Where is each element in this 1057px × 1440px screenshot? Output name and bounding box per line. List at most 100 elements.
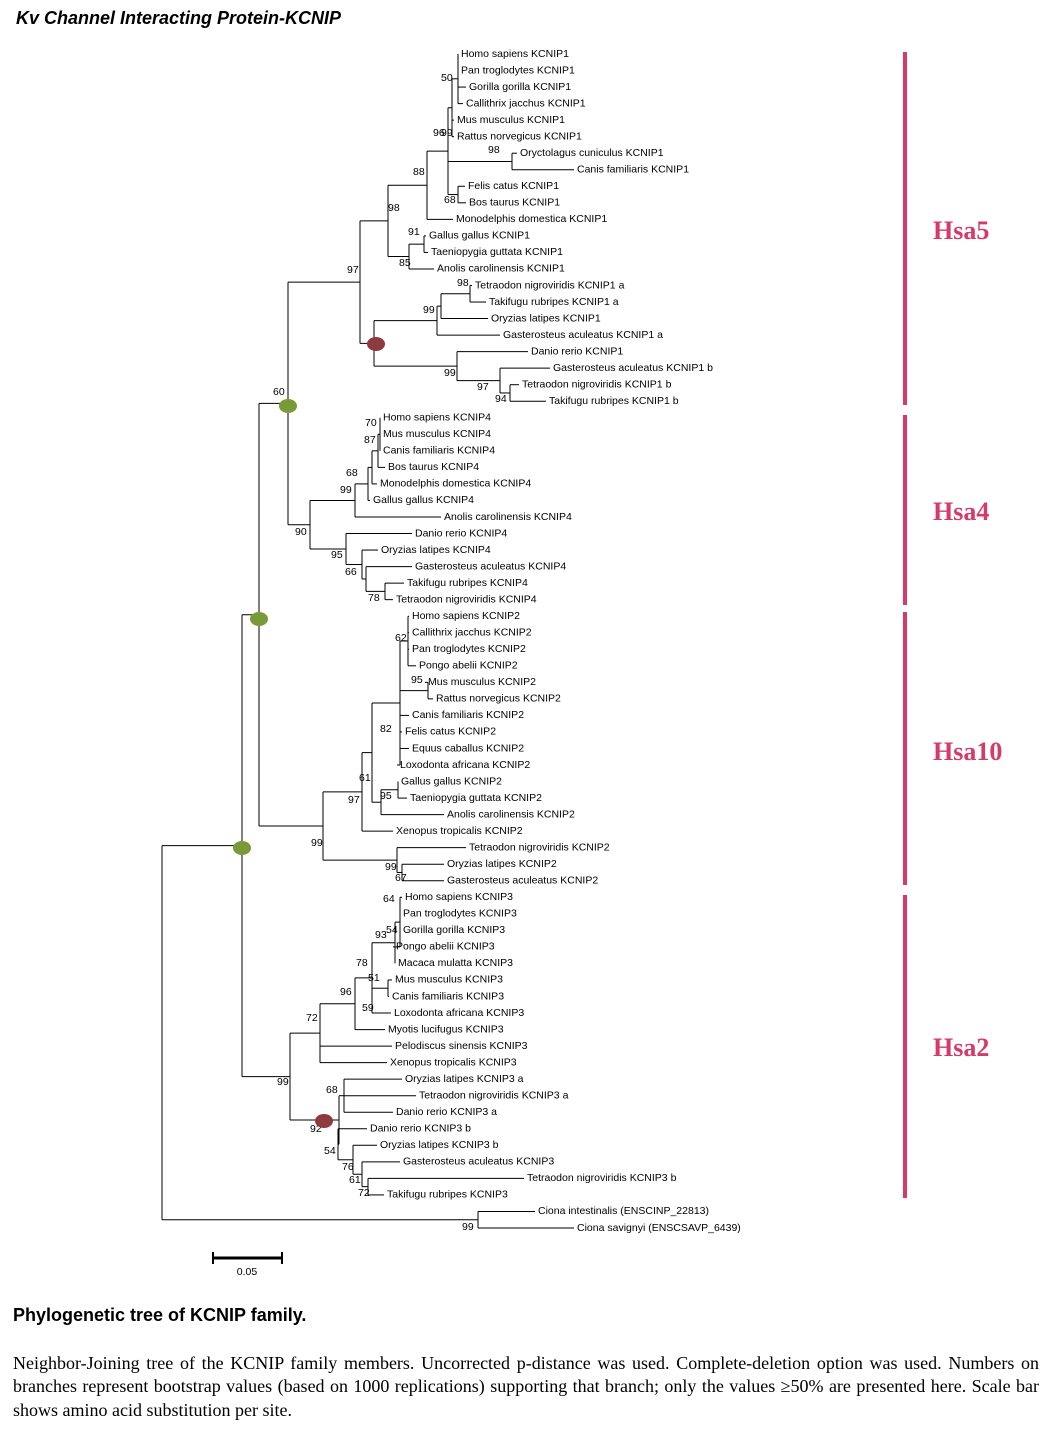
- bootstrap-value: 76: [342, 1161, 354, 1173]
- leaf-label: Monodelphis domestica KCNIP4: [380, 478, 531, 490]
- bootstrap-value: 93: [375, 929, 387, 941]
- leaf-label: Pelodiscus sinensis KCNIP3: [395, 1040, 528, 1052]
- bootstrap-value: 68: [346, 467, 358, 479]
- leaf-label: Pan troglodytes KCNIP1: [461, 64, 575, 76]
- leaf-label: Taeniopygia guttata KCNIP2: [410, 792, 542, 804]
- leaf-label: Pongo abelii KCNIP3: [396, 941, 495, 953]
- leaf-label: Gasterosteus aculeatus KCNIP2: [447, 875, 598, 887]
- bootstrap-value: 91: [408, 226, 420, 238]
- node-marker: [367, 337, 385, 351]
- leaf-label: Tetraodon nigroviridis KCNIP3 a: [419, 1089, 569, 1101]
- leaf-label: Danio rerio KCNIP1: [531, 345, 623, 357]
- bootstrap-value: 97: [347, 264, 359, 276]
- leaf-label: Mus musculus KCNIP1: [457, 114, 565, 126]
- tree: Homo sapiens KCNIP1 Pan troglodytes KCNIP…: [161, 48, 1002, 1278]
- leaf-label: Monodelphis domestica KCNIP1: [456, 213, 607, 225]
- leaf-label: Homo sapiens KCNIP3: [405, 891, 513, 903]
- leaf-label: Pan troglodytes KCNIP2: [412, 643, 526, 655]
- leaf-label: Danio rerio KCNIP3 b: [370, 1123, 471, 1135]
- leaf-label: Canis familiaris KCNIP1: [577, 164, 689, 176]
- bootstrap-value: 50: [441, 72, 453, 84]
- leaf-label: Tetraodon nigroviridis KCNIP4: [396, 593, 537, 605]
- bootstrap-value: 59: [362, 1002, 374, 1014]
- leaf-label: Gallus gallus KCNIP1: [429, 230, 530, 242]
- leaf-label: Canis familiaris KCNIP3: [392, 990, 504, 1002]
- leaf-label: Macaca mulatta KCNIP3: [398, 957, 513, 969]
- leaf-label: Xenopus tropicalis KCNIP2: [396, 825, 523, 837]
- leaf-label: Myotis lucifugus KCNIP3: [388, 1023, 504, 1035]
- bootstrap-value: 64: [383, 893, 395, 905]
- leaf-label: Gorilla gorilla KCNIP3: [403, 924, 505, 936]
- leaf-label: Pan troglodytes KCNIP3: [403, 908, 517, 920]
- bootstrap-value: 60: [273, 386, 285, 398]
- bootstrap-value: 85: [399, 257, 411, 269]
- leaf-label: Canis familiaris KCNIP2: [412, 709, 524, 721]
- bootstrap-value: 96: [433, 127, 445, 139]
- leaf-label: Callithrix jacchus KCNIP1: [466, 97, 586, 109]
- leaf-label: Tetraodon nigroviridis KCNIP1 b: [522, 378, 672, 390]
- bootstrap-value: 72: [306, 1012, 318, 1024]
- leaf-label: Mus musculus KCNIP3: [395, 974, 503, 986]
- bootstrap-value: 68: [444, 194, 456, 206]
- leaf-label: Tetraodon nigroviridis KCNIP2: [469, 841, 610, 853]
- leaf-label: Homo sapiens KCNIP2: [412, 610, 520, 622]
- node-marker: [233, 841, 251, 855]
- leaf-label: Homo sapiens KCNIP1: [461, 48, 569, 60]
- leaf-label: Gasterosteus aculeatus KCNIP4: [415, 560, 566, 572]
- leaf-label: Rattus norvegicus KCNIP1: [457, 130, 582, 142]
- leaf-label: Callithrix jacchus KCNIP2: [412, 627, 532, 639]
- bootstrap-value: 78: [368, 592, 380, 604]
- bootstrap-value: 99: [423, 304, 435, 316]
- clade-label: Hsa10: [933, 737, 1002, 766]
- bootstrap-value: 99: [277, 1076, 289, 1088]
- bootstrap-value: 68: [326, 1084, 338, 1096]
- leaf-label: Gallus gallus KCNIP2: [401, 775, 502, 787]
- bootstrap-value: 70: [365, 417, 377, 429]
- leaf-label: Takifugu rubripes KCNIP4: [407, 577, 528, 589]
- leaf-label: Oryzias latipes KCNIP3 b: [380, 1139, 499, 1151]
- bootstrap-value: 96: [340, 986, 352, 998]
- caption-text: Neighbor-Joining tree of the KCNIP famil…: [13, 1353, 1039, 1420]
- leaf-label: Taeniopygia guttata KCNIP1: [431, 246, 563, 258]
- leaf-label: Oryzias latipes KCNIP4: [381, 544, 491, 556]
- node-marker: [279, 399, 297, 413]
- bootstrap-value: 51: [368, 972, 380, 984]
- leaf-label: Anolis carolinensis KCNIP2: [447, 808, 575, 820]
- bootstrap-value: 88: [413, 166, 425, 178]
- figure-title: Kv Channel Interacting Protein-KCNIP: [16, 8, 342, 28]
- clade-label: Hsa5: [933, 216, 989, 245]
- leaf-label: Pongo abelii KCNIP2: [419, 660, 518, 672]
- bootstrap-value: 62: [395, 632, 407, 644]
- bootstrap-value: 97: [348, 794, 360, 806]
- bootstrap-value: 95: [411, 674, 423, 686]
- leaf-label: Ciona intestinalis (ENSCINP_22813): [538, 1205, 709, 1217]
- node-marker: [315, 1114, 333, 1128]
- leaf-label: Takifugu rubripes KCNIP1 a: [489, 296, 619, 308]
- leaf-label: Equus caballus KCNIP2: [412, 742, 524, 754]
- leaf-label: Mus musculus KCNIP2: [428, 676, 536, 688]
- leaf-label: Gasterosteus aculeatus KCNIP1 a: [503, 329, 663, 341]
- bootstrap-value: 99: [462, 1221, 474, 1233]
- leaf-label: Felis catus KCNIP2: [405, 726, 496, 738]
- bootstrap-value: 82: [380, 723, 392, 735]
- leaf-label: Anolis carolinensis KCNIP1: [437, 263, 565, 275]
- leaf-label: Loxodonta africana KCNIP2: [400, 759, 530, 771]
- bootstrap-value: 98: [388, 202, 400, 214]
- bootstrap-value: 67: [395, 872, 407, 884]
- leaf-label: Canis familiaris KCNIP4: [383, 445, 495, 457]
- bootstrap-value: 99: [385, 861, 397, 873]
- leaf-label: Rattus norvegicus KCNIP2: [436, 693, 561, 705]
- bootstrap-value: 54: [324, 1145, 336, 1157]
- leaf-label: Takifugu rubripes KCNIP3: [387, 1189, 508, 1201]
- bootstrap-value: 99: [444, 367, 456, 379]
- leaf-label: Tetraodon nigroviridis KCNIP1 a: [475, 279, 625, 291]
- bootstrap-value: 78: [356, 957, 368, 969]
- bootstrap-value: 98: [488, 144, 500, 156]
- leaf-label: Oryzias latipes KCNIP1: [491, 312, 601, 324]
- bootstrap-value: 99: [340, 484, 352, 496]
- clade-label: Hsa4: [933, 497, 989, 526]
- bootstrap-value: 66: [345, 566, 357, 578]
- leaf-label: Tetraodon nigroviridis KCNIP3 b: [527, 1172, 677, 1184]
- clade-label: Hsa2: [933, 1033, 989, 1062]
- leaf-label: Gasterosteus aculeatus KCNIP3: [403, 1156, 554, 1168]
